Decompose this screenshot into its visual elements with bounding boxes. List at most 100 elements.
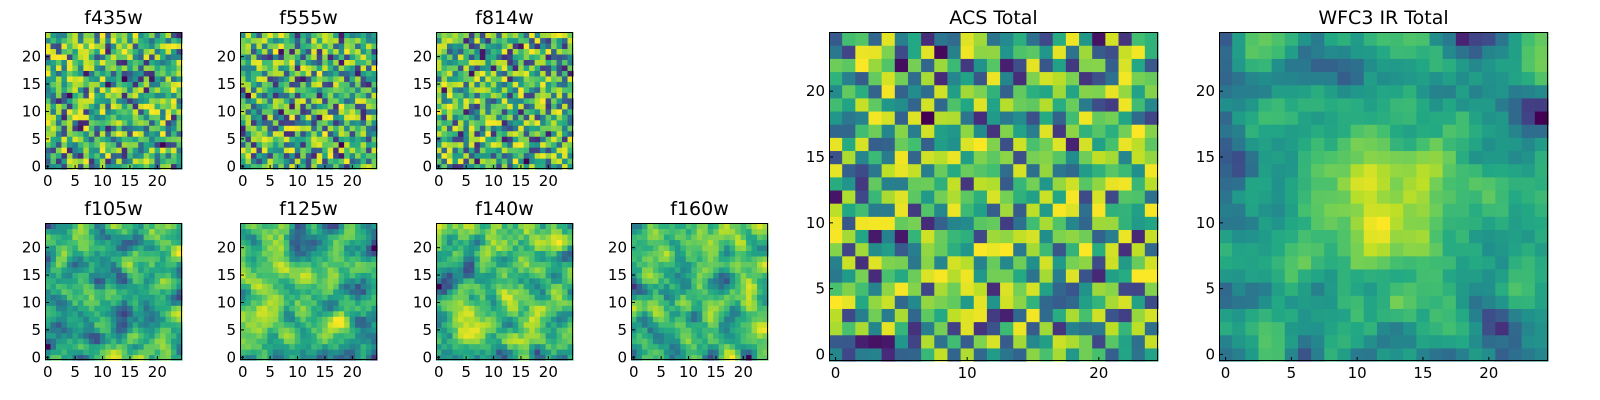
heatmap-cell — [468, 354, 475, 361]
heatmap-cell — [496, 42, 503, 50]
heatmap-cell — [322, 294, 329, 301]
heatmap-cell — [468, 338, 475, 345]
heatmap-cell — [316, 332, 323, 339]
x-tick-label: 0 — [434, 363, 444, 381]
heatmap-cell — [88, 114, 95, 121]
heatmap-cell — [446, 32, 454, 39]
heatmap-cell — [562, 288, 569, 295]
heatmap-cell — [468, 136, 475, 143]
heatmap-cell — [160, 48, 167, 55]
heatmap-cell — [674, 349, 681, 356]
heatmap-cell — [729, 233, 736, 241]
heatmap-cell — [121, 239, 128, 246]
heatmap-cell — [436, 75, 443, 82]
heatmap-cell — [338, 332, 345, 339]
heatmap-cell — [83, 48, 90, 55]
x-tick-label: 0 — [43, 172, 53, 190]
heatmap-cell — [366, 233, 373, 241]
heatmap-cell — [842, 295, 856, 309]
heatmap-cell — [1092, 255, 1106, 270]
heatmap-cell — [762, 349, 769, 356]
heatmap-cell — [55, 277, 63, 284]
heatmap-cell — [441, 266, 448, 273]
heatmap-cell — [567, 294, 574, 301]
heatmap-cell — [746, 228, 753, 235]
heatmap-cell — [127, 59, 134, 66]
heatmap-cell — [713, 294, 720, 301]
heatmap-cell — [149, 130, 156, 137]
heatmap-cell — [50, 147, 57, 154]
heatmap-cell — [947, 282, 962, 296]
heatmap-cell — [663, 250, 670, 257]
heatmap-cell — [518, 349, 525, 356]
heatmap-cell — [496, 59, 503, 66]
heatmap-cell — [240, 48, 247, 55]
heatmap-cell — [316, 327, 323, 334]
heatmap-cell — [311, 343, 318, 350]
heatmap-cell — [121, 114, 128, 121]
heatmap-cell — [468, 316, 475, 323]
heatmap-cell — [366, 261, 373, 268]
heatmap-cell — [267, 327, 274, 334]
heatmap-cell — [986, 189, 1001, 204]
heatmap-cell — [751, 228, 758, 235]
heatmap-cell — [344, 147, 351, 154]
y-tick-label: 5 — [226, 321, 236, 339]
heatmap-cell — [143, 37, 150, 44]
heatmap-cell — [746, 349, 753, 356]
heatmap-cell — [256, 283, 263, 290]
heatmap-cell — [452, 332, 459, 339]
heatmap-cell — [647, 228, 654, 235]
heatmap-cell — [267, 130, 274, 137]
heatmap-cell — [479, 75, 486, 82]
heatmap-cell — [501, 250, 508, 257]
heatmap-cell — [72, 283, 79, 290]
heatmap-cell — [327, 130, 334, 137]
heatmap-cell — [116, 125, 123, 132]
heatmap-cell — [272, 233, 279, 241]
heatmap-cell — [446, 305, 454, 312]
heatmap-cell — [647, 244, 654, 251]
heatmap-cell — [45, 332, 52, 339]
heatmap-cell — [245, 299, 252, 306]
heatmap-cell — [316, 125, 323, 132]
heatmap-cell — [333, 37, 340, 44]
heatmap-cell — [868, 308, 883, 323]
heatmap-cell — [267, 59, 274, 66]
heatmap-cell — [735, 272, 742, 279]
heatmap-cell — [490, 86, 497, 93]
heatmap-cell — [724, 239, 731, 246]
heatmap-cell — [947, 150, 962, 165]
heatmap-cell — [562, 108, 569, 115]
heatmap-cell — [250, 233, 258, 241]
heatmap-cell — [256, 125, 263, 132]
heatmap-cell — [322, 338, 329, 345]
heatmap-cell — [176, 288, 183, 295]
heatmap-cell — [934, 321, 949, 336]
heatmap-cell — [344, 299, 351, 306]
heatmap-cell — [360, 152, 367, 159]
heatmap-cell — [149, 272, 156, 279]
heatmap-cell — [523, 294, 530, 301]
heatmap-cell — [267, 86, 274, 93]
x-tick-label: 15 — [315, 172, 334, 190]
heatmap-cell — [110, 32, 117, 39]
heatmap-cell — [160, 53, 167, 60]
heatmap-cell — [540, 92, 547, 99]
heatmap-cell — [55, 81, 63, 88]
heatmap-cell — [245, 92, 252, 99]
heatmap-cell — [138, 158, 145, 165]
heatmap-cell — [143, 223, 150, 230]
heatmap-cell — [360, 316, 367, 323]
heatmap-cell — [165, 272, 172, 279]
heatmap-cell — [88, 64, 95, 71]
heatmap-cell — [567, 327, 574, 334]
heatmap-cell — [278, 53, 285, 60]
heatmap-cell — [735, 277, 742, 284]
heatmap-cell — [540, 70, 547, 77]
heatmap-cell — [674, 305, 681, 312]
heatmap-cell — [718, 250, 725, 257]
heatmap-cell — [61, 288, 68, 295]
heatmap-cell — [261, 64, 268, 71]
heatmap-cell — [366, 97, 373, 104]
